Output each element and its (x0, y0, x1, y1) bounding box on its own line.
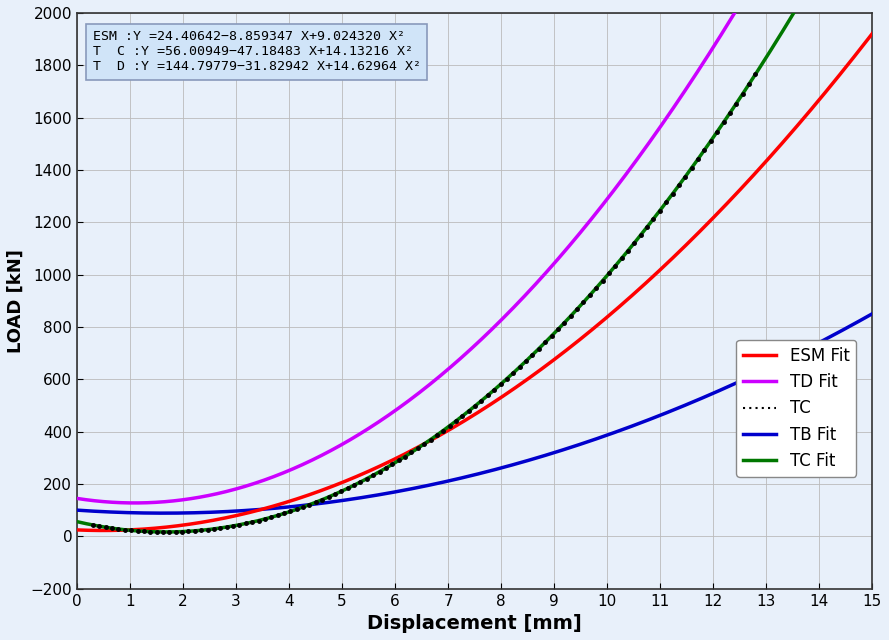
ESM Fit (867, 29, 877, 37)
TC Fit (693, 155, 703, 163)
ESM Fit (98, 527, 108, 534)
TC Fit (394, 456, 404, 464)
Line: TD Fit: TD Fit (77, 0, 872, 503)
TC (572, 305, 582, 313)
TD Fit (693, 67, 703, 75)
Line: ESM Fit: ESM Fit (77, 33, 872, 531)
TD Fit (423, 382, 434, 390)
TC Fit (160, 528, 171, 536)
TB Fit (72, 506, 83, 514)
TB Fit (158, 509, 169, 517)
TC (578, 298, 589, 306)
TC (183, 527, 194, 535)
TC (88, 521, 99, 529)
ESM Fit (619, 299, 629, 307)
TC Fit (707, 135, 717, 143)
TC (750, 70, 761, 78)
TC Fit (153, 528, 164, 536)
ESM Fit (394, 453, 404, 461)
TC Fit (423, 437, 434, 445)
TB Fit (867, 310, 877, 317)
TC (94, 522, 105, 530)
ESM Fit (154, 524, 164, 532)
TB Fit (707, 390, 717, 397)
TD Fit (619, 173, 629, 181)
ESM Fit (707, 215, 717, 223)
ESM Fit (693, 229, 703, 237)
TC (157, 528, 168, 536)
Line: TB Fit: TB Fit (77, 314, 872, 513)
TD Fit (72, 495, 83, 502)
Line: TC Fit: TC Fit (77, 0, 872, 532)
X-axis label: Displacement [mm]: Displacement [mm] (367, 614, 582, 633)
TD Fit (394, 404, 404, 412)
TC (380, 464, 391, 472)
Text: ESM :Y =24.40642−8.859347 X+9.024320 X²
T  C :Y =56.00949−47.18483 X+14.13216 X²: ESM :Y =24.40642−8.859347 X+9.024320 X² … (92, 30, 420, 73)
TC Fit (619, 252, 629, 259)
TD Fit (154, 499, 164, 506)
TB Fit (423, 481, 434, 489)
Line: TC: TC (90, 71, 759, 536)
ESM Fit (72, 526, 83, 534)
TB Fit (394, 487, 404, 495)
TD Fit (129, 499, 140, 507)
TC (744, 81, 755, 88)
Y-axis label: LOAD [kN]: LOAD [kN] (7, 249, 25, 353)
TD Fit (707, 45, 717, 52)
TC Fit (72, 518, 83, 525)
Legend: ESM Fit, TD Fit, TC, TB Fit, TC Fit: ESM Fit, TD Fit, TC, TB Fit, TC Fit (736, 340, 856, 477)
TB Fit (153, 509, 164, 517)
ESM Fit (423, 438, 434, 445)
TB Fit (619, 425, 629, 433)
TB Fit (693, 396, 703, 404)
